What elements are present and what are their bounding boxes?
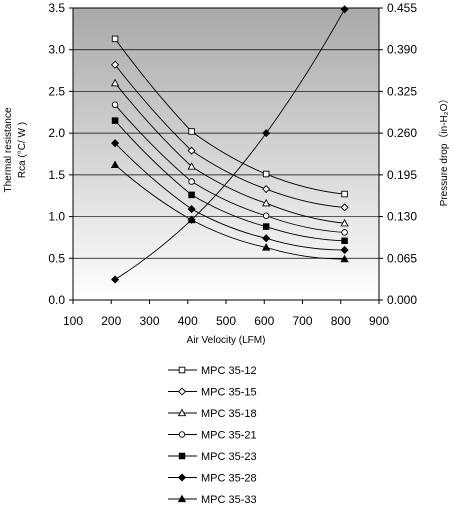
legend-marker xyxy=(177,387,187,396)
legend-marker xyxy=(178,366,186,374)
y-axis-left-label-line1: Thermal resistance xyxy=(3,107,14,192)
legend-marker xyxy=(178,452,186,460)
x-tick-label: 700 xyxy=(292,314,312,328)
legend-label: MPC 35-28 xyxy=(201,473,257,485)
series-point-5 xyxy=(262,223,270,230)
series-point-6 xyxy=(111,139,120,148)
pressure-drop-point xyxy=(262,129,271,138)
y-right-tick-label: 0.195 xyxy=(387,168,417,182)
series-point-1 xyxy=(188,128,195,135)
pressure-drop-line xyxy=(114,9,345,280)
x-tick-label: 600 xyxy=(254,314,274,328)
pressure-drop-point xyxy=(111,275,120,284)
legend: MPC 35-12 MPC 35-15 MPC 35-18 MPC 35-21 MPC … xyxy=(168,365,257,506)
y-left-tick-label: 2.5 xyxy=(48,84,65,98)
legend-label: MPC 35-21 xyxy=(201,430,257,442)
series-line-4 xyxy=(114,104,345,233)
y-left-tick-label: 1.5 xyxy=(48,168,65,182)
series-point-5 xyxy=(341,237,348,245)
series-point-6 xyxy=(340,245,349,254)
y-right-tick-label: 0.455 xyxy=(387,1,417,15)
legend-label: MPC 35-33 xyxy=(201,494,257,506)
x-tick-label: 500 xyxy=(216,314,236,328)
y-right-tick-label: 0.390 xyxy=(387,43,417,57)
y-axis-right-label: Pressure drop（in-H₂O） xyxy=(438,94,450,207)
y-axis-left-label-line2: Rca (°C/ W ) xyxy=(17,122,28,178)
series-point-4 xyxy=(111,101,119,109)
series-point-1 xyxy=(262,170,270,178)
y-right-tick-label: 0.000 xyxy=(387,293,417,307)
y-right-tick-label: 0.260 xyxy=(387,126,417,140)
series-point-3 xyxy=(187,162,196,170)
series-point-7 xyxy=(110,160,120,169)
series-point-1 xyxy=(341,190,348,198)
series-point-7 xyxy=(340,254,349,263)
y-left-tick-label: 0.0 xyxy=(48,293,65,307)
legend-marker xyxy=(178,431,186,438)
legend-marker xyxy=(177,494,187,503)
legend-label: MPC 35-12 xyxy=(201,365,257,377)
series-point-5 xyxy=(111,117,119,124)
series-point-7 xyxy=(261,243,271,251)
x-tick-label: 400 xyxy=(178,314,198,328)
x-tick-label: 800 xyxy=(331,314,351,328)
series-point-2 xyxy=(340,203,349,212)
legend-label: MPC 35-15 xyxy=(201,387,257,399)
series-point-4 xyxy=(341,229,348,236)
series-line-7 xyxy=(114,164,345,260)
series-point-2 xyxy=(187,146,196,155)
y-left-tick-label: 3.0 xyxy=(48,43,65,57)
series-point-3 xyxy=(110,78,120,87)
series-line-6 xyxy=(114,142,345,251)
x-tick-label: 200 xyxy=(101,314,121,328)
series-point-4 xyxy=(188,178,195,185)
series-line-3 xyxy=(114,82,345,224)
series-line-5 xyxy=(114,120,345,242)
y-left-tick-label: 2.0 xyxy=(48,126,65,140)
y-left-tick-label: 3.5 xyxy=(48,1,65,15)
series-line-1 xyxy=(114,38,345,195)
series-point-6 xyxy=(262,234,271,243)
y-right-tick-label: 0.065 xyxy=(387,251,417,265)
series-point-2 xyxy=(262,185,271,194)
x-axis-label: Air Velocity (LFM) xyxy=(187,335,266,346)
series-point-2 xyxy=(111,60,120,69)
x-tick-label: 100 xyxy=(63,314,83,328)
legend-label: MPC 35-18 xyxy=(201,408,257,420)
y-left-tick-label: 1.0 xyxy=(48,210,65,224)
axis-ticks: 0.0 0.5 1.0 1.5 2.0 2.5 3.0 3.5 0.000 0.065 0.130 0… xyxy=(48,1,417,328)
series-point-4 xyxy=(262,212,270,219)
y-right-tick-label: 0.130 xyxy=(387,210,417,224)
series-line-2 xyxy=(114,64,345,208)
x-tick-label: 300 xyxy=(139,314,159,328)
legend-marker xyxy=(177,408,187,417)
legend-marker xyxy=(177,473,187,482)
y-right-tick-label: 0.325 xyxy=(387,84,417,98)
legend-label: MPC 35-23 xyxy=(201,451,257,463)
series-point-3 xyxy=(261,198,271,207)
series-point-7 xyxy=(187,215,196,224)
series-point-3 xyxy=(340,218,349,227)
series-layer xyxy=(110,5,349,284)
y-left-tick-label: 0.5 xyxy=(48,251,65,265)
series-point-5 xyxy=(188,191,195,199)
series-point-1 xyxy=(111,35,119,43)
series-point-6 xyxy=(187,205,196,214)
pressure-drop-point xyxy=(340,5,349,14)
x-tick-label: 900 xyxy=(369,314,389,328)
